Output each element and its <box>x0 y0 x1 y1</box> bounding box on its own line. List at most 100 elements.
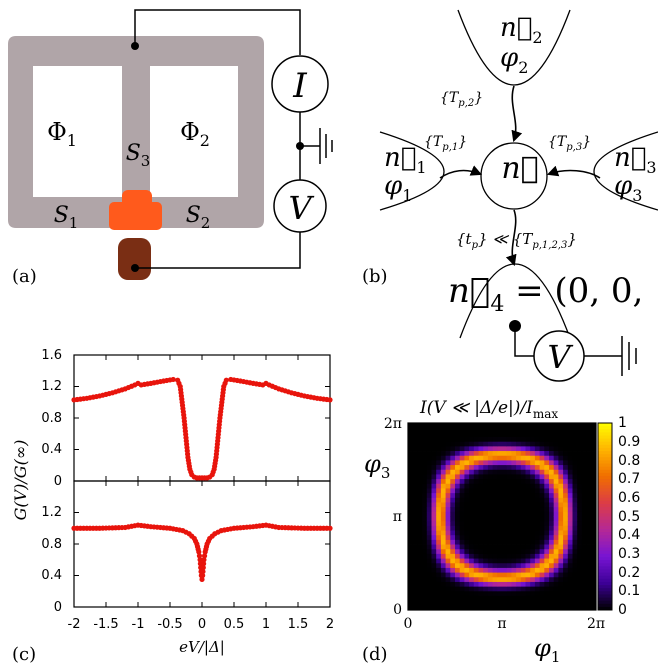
heatmap-cell <box>567 581 573 588</box>
heatmap-cell <box>464 446 470 452</box>
colorbar-frame <box>597 422 613 611</box>
heatmap-cell <box>506 549 512 555</box>
heatmap-cell <box>464 525 470 531</box>
heatmap-cell <box>558 441 564 447</box>
data-point <box>196 549 202 555</box>
heatmap-cell <box>431 469 437 475</box>
heatmap-cell <box>422 474 428 480</box>
heatmap-cell <box>422 521 428 527</box>
heatmap-cell <box>530 460 536 466</box>
heatmap-cell <box>549 460 555 466</box>
heatmap-cell <box>417 525 423 531</box>
colorbar-tick: 0.4 <box>618 527 640 543</box>
heatmap-cell <box>511 586 517 592</box>
heatmap-cell <box>511 451 517 457</box>
heatmap-cell <box>591 502 597 508</box>
heatmap-cell <box>530 441 536 447</box>
colorbar-segment <box>598 569 612 573</box>
heatmap-cell <box>422 539 428 545</box>
heatmap-cell <box>530 507 536 513</box>
heatmap-cell <box>497 525 503 531</box>
heatmap-cell <box>478 507 484 513</box>
heatmap-cell <box>450 483 456 489</box>
colorbar-segment <box>598 435 612 439</box>
heatmap-cell <box>563 437 569 443</box>
heatmap-cell <box>572 530 578 536</box>
heatmap-cell <box>581 469 587 475</box>
heatmap-cell <box>502 446 508 452</box>
ytick-top: 0.8 <box>41 411 62 426</box>
heatmap-cell <box>506 525 512 531</box>
heatmap-cell <box>492 483 498 489</box>
heatmap-cell <box>487 595 493 602</box>
heatmap-cell <box>487 572 493 578</box>
colorbar-segment <box>598 538 612 542</box>
heatmap-cell <box>516 586 522 592</box>
heatmap-cell <box>483 437 489 443</box>
probe-voltmeter-label: V <box>547 338 573 376</box>
heatmap-cell <box>459 423 465 429</box>
heatmap-cell <box>520 544 526 550</box>
heatmap-cell <box>445 455 451 461</box>
heatmap-cell <box>426 502 432 508</box>
heatmap-cell <box>502 511 508 517</box>
heatmap-cell <box>436 437 442 443</box>
heatmap-cell <box>408 549 414 555</box>
heatmap-cell <box>431 507 437 513</box>
heatmap-cell <box>530 535 536 541</box>
heatmap-cell <box>502 437 508 443</box>
heatmap-cell <box>549 446 555 452</box>
ytick-top: 1.6 <box>41 348 62 363</box>
heatmap-cell <box>553 521 559 527</box>
data-point <box>327 525 333 531</box>
heatmap-cell <box>581 544 587 550</box>
heatmap-cell <box>483 455 489 461</box>
heatmap-cell <box>445 535 451 541</box>
heatmap-cell <box>539 493 545 499</box>
heatmap-cell <box>417 451 423 457</box>
heatmap-cell <box>412 563 418 569</box>
heatmap-cell <box>497 465 503 471</box>
heatmap-cell <box>459 539 465 545</box>
heatmap-cell <box>586 446 592 452</box>
heatmap-cell <box>478 572 484 578</box>
heatmap-cell <box>553 586 559 592</box>
heatmap-cell <box>577 483 583 489</box>
heatmap-cell <box>539 427 545 433</box>
heatmap-cell <box>431 446 437 452</box>
heatmap-cell <box>478 474 484 480</box>
colorbar-segment <box>598 513 612 517</box>
colorbar-segment <box>598 600 612 605</box>
heatmap-cell <box>417 591 423 597</box>
heatmap-cell <box>469 581 475 588</box>
heatmap-cell <box>455 563 461 569</box>
heatmap-cell <box>563 521 569 527</box>
heatmap-cell <box>581 572 587 578</box>
xtick: 1 <box>262 617 270 632</box>
heatmap-cell <box>455 502 461 508</box>
heatmap-cell <box>436 586 442 592</box>
heatmap-cell <box>506 572 512 578</box>
heatmap-cell <box>464 600 470 606</box>
heatmap-cell <box>469 432 475 438</box>
heatmap-cell <box>487 502 493 508</box>
heatmap-cell <box>530 577 536 583</box>
heatmap-cell <box>440 595 446 602</box>
heatmap-cell <box>497 427 503 433</box>
heatmap-cell <box>492 600 498 606</box>
heatmap-cell <box>502 600 508 606</box>
heatmap-cell <box>506 502 512 508</box>
heatmap-cell <box>577 493 583 499</box>
heatmap-cell <box>431 563 437 569</box>
heatmap-cell <box>572 600 578 606</box>
heatmap-cell <box>412 483 418 489</box>
heatmap-cell <box>539 563 545 569</box>
heatmap-cell <box>586 511 592 517</box>
heatmap-cell <box>492 460 498 466</box>
heatmap-cell <box>520 572 526 578</box>
heatmap-cell <box>478 521 484 527</box>
heatmap-cell <box>581 553 587 559</box>
heatmap-cell <box>426 455 432 461</box>
heatmap-cell <box>558 525 564 531</box>
heatmap-cell <box>417 535 423 541</box>
